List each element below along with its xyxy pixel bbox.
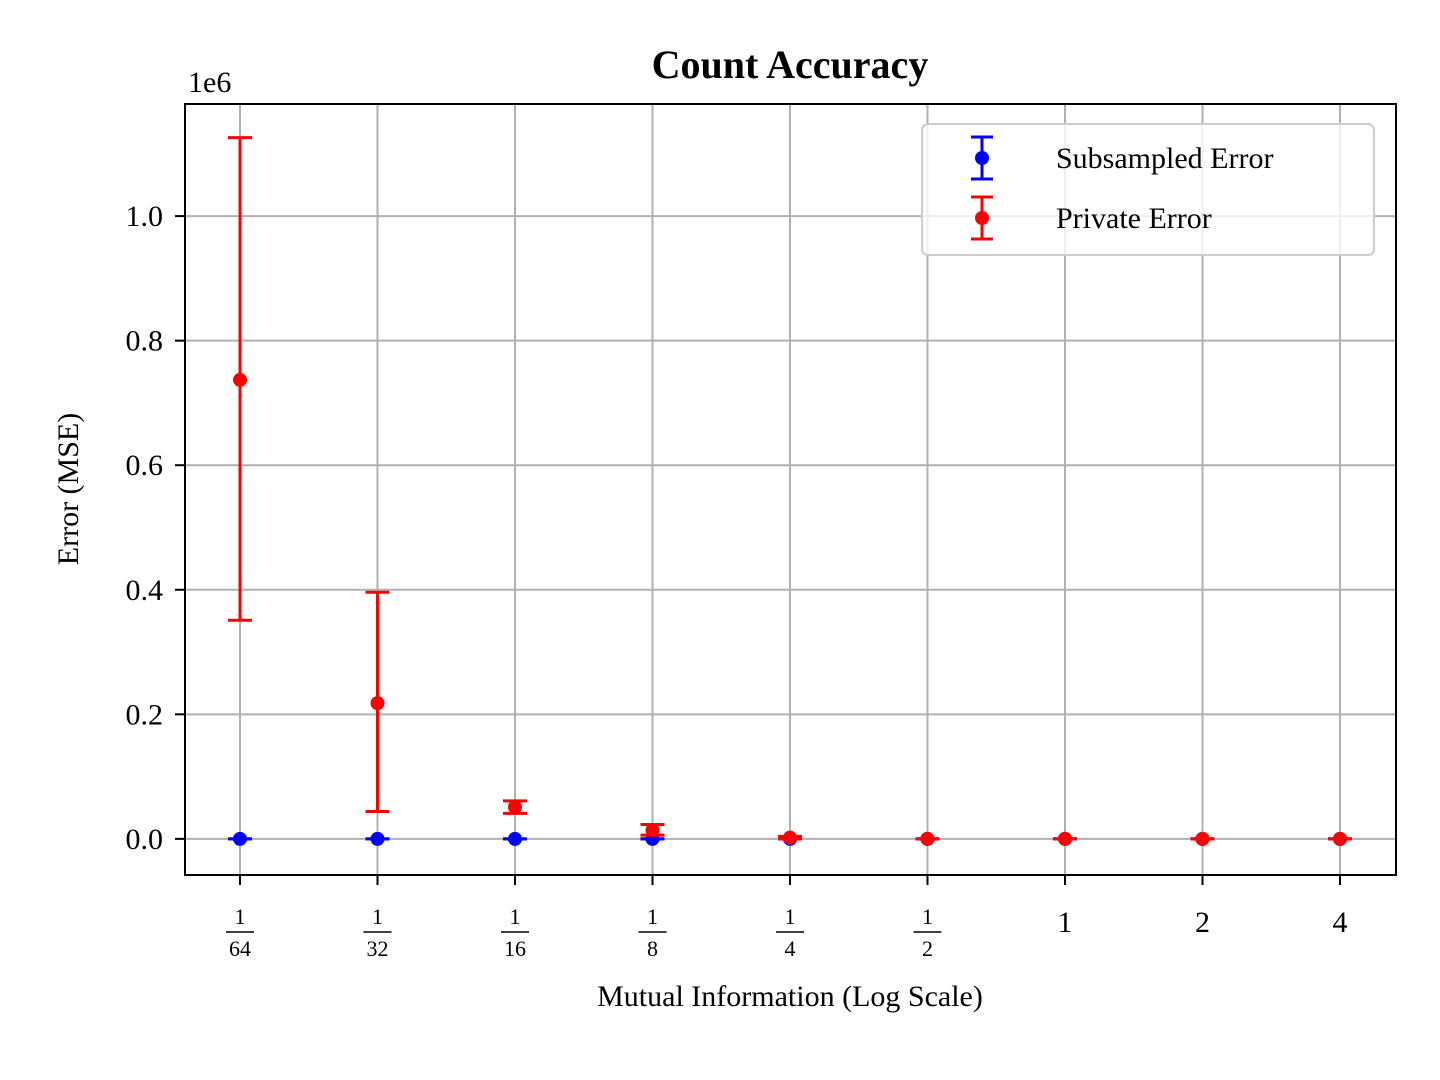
y-tick-label: 0.2 [126,698,164,731]
y-axis-offset-label: 1e6 [188,66,231,99]
data-point [1333,831,1347,846]
legend-item: Private Error [971,195,1212,241]
x-tick-label-denominator: 16 [504,936,526,961]
axes: 1 64 1 32 1 16 1 8 1 4 1 2 1 2 4 0.0 0.2 0.4 0.6 0.8 1.0 [126,200,1348,961]
data-point [508,831,522,846]
data-point [233,831,247,846]
x-tick-label-numerator: 1 [647,904,658,929]
legend-item: Subsampled Error [971,135,1273,181]
data-point [370,696,385,711]
x-tick-label: 1 [1058,906,1073,939]
y-tick-label: 1.0 [126,200,164,233]
data-point [370,831,385,846]
x-tick-label-denominator: 4 [785,936,796,961]
x-axis-label: Mutual Information (Log Scale) [597,980,983,1013]
x-tick-label-numerator: 1 [785,904,796,929]
data-point [920,831,935,846]
x-tick-label-numerator: 1 [235,904,246,929]
legend: Subsampled Error Private Error [921,123,1375,256]
y-tick-label: 0.4 [126,574,164,607]
x-tick-label-denominator: 8 [647,936,658,961]
data-point [1058,831,1072,846]
legend-label: Private Error [1056,202,1212,235]
data-point [783,830,797,845]
data-point [233,372,247,387]
data-point [1195,831,1210,846]
x-tick-label-denominator: 32 [367,936,389,961]
legend-box [921,123,1375,256]
data-point [645,823,660,838]
legend-marker [975,211,989,225]
x-tick-label: 2 [1195,906,1210,939]
x-tick-label-denominator: 2 [922,936,933,961]
legend-label: Subsampled Error [1056,142,1273,175]
legend-marker [975,151,989,165]
y-tick-label: 0.8 [126,325,164,358]
x-tick-label: 4 [1333,906,1348,939]
data-point [508,800,522,815]
y-axis-label: Error (MSE) [52,413,85,565]
x-tick-label-denominator: 64 [229,936,251,961]
y-tick-label: 0.6 [126,449,164,482]
x-tick-label-numerator: 1 [922,904,933,929]
y-tick-label: 0.0 [126,823,164,856]
series-private-error [228,136,1352,846]
x-tick-label-numerator: 1 [372,904,383,929]
chart-title: Count Accuracy [652,42,929,87]
x-tick-label-numerator: 1 [510,904,521,929]
plot-data [228,136,1352,846]
